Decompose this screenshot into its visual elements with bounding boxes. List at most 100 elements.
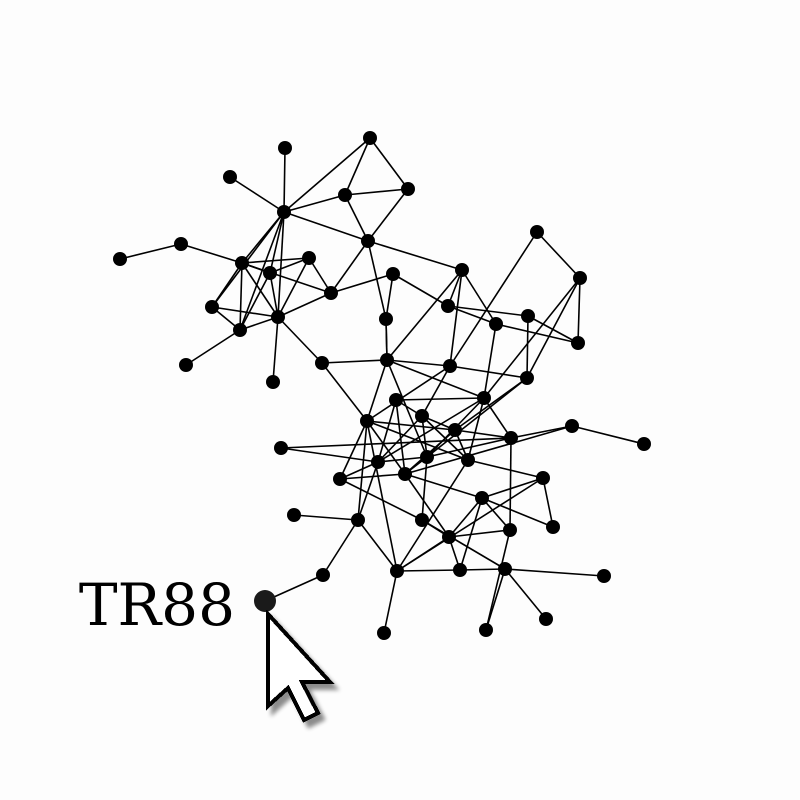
graph-edge bbox=[339, 420, 368, 480]
graph-node[interactable] bbox=[448, 423, 462, 437]
graph-node[interactable] bbox=[401, 182, 415, 196]
graph-node[interactable] bbox=[233, 323, 247, 337]
graph-edge bbox=[277, 316, 323, 364]
graph-edge bbox=[396, 536, 450, 572]
graph-edge bbox=[366, 365, 451, 422]
graph-node[interactable] bbox=[315, 356, 329, 370]
graph-node[interactable] bbox=[380, 353, 394, 367]
graph-node[interactable] bbox=[235, 256, 249, 270]
graph-edge bbox=[526, 315, 529, 379]
graph-node[interactable] bbox=[420, 450, 434, 464]
graph-edge bbox=[241, 262, 332, 294]
graph-node[interactable] bbox=[338, 188, 352, 202]
graph-node[interactable] bbox=[361, 234, 375, 248]
graph-node[interactable] bbox=[390, 564, 404, 578]
graph-node[interactable] bbox=[489, 317, 503, 331]
graph-node[interactable] bbox=[386, 267, 400, 281]
graph-edge bbox=[504, 568, 605, 577]
graph-node[interactable] bbox=[316, 568, 330, 582]
graph-edge bbox=[321, 362, 368, 422]
graph-nodes bbox=[113, 131, 651, 640]
graph-node[interactable] bbox=[277, 205, 291, 219]
graph-node[interactable] bbox=[479, 623, 493, 637]
graph-node[interactable] bbox=[455, 263, 469, 277]
graph-edge bbox=[277, 257, 310, 318]
graph-edge bbox=[344, 188, 409, 196]
graph-node[interactable] bbox=[504, 431, 518, 445]
graph-node[interactable] bbox=[360, 414, 374, 428]
graph-node[interactable] bbox=[363, 131, 377, 145]
graph-edge bbox=[483, 277, 581, 399]
graph-edge bbox=[344, 137, 371, 196]
graph-edge bbox=[180, 243, 243, 264]
graph-edge bbox=[283, 137, 371, 213]
graph-edge bbox=[269, 211, 285, 274]
graph-node[interactable] bbox=[389, 393, 403, 407]
graph-edge bbox=[377, 397, 485, 463]
graph-edge bbox=[241, 257, 310, 264]
graph-node[interactable] bbox=[278, 141, 292, 155]
highlighted-node[interactable] bbox=[254, 590, 276, 612]
graph-node[interactable] bbox=[539, 612, 553, 626]
graph-edge bbox=[277, 211, 285, 318]
graph-node[interactable] bbox=[565, 419, 579, 433]
graph-node[interactable] bbox=[571, 336, 585, 350]
graph-node[interactable] bbox=[266, 375, 280, 389]
graph-node[interactable] bbox=[461, 453, 475, 467]
graph-edge bbox=[481, 477, 544, 499]
graph-edge bbox=[211, 306, 279, 318]
graph-node[interactable] bbox=[302, 251, 316, 265]
graph-node[interactable] bbox=[174, 237, 188, 251]
graph-edge bbox=[404, 425, 573, 475]
graph-node[interactable] bbox=[546, 520, 560, 534]
graph-edge bbox=[330, 273, 394, 294]
graph-node[interactable] bbox=[443, 359, 457, 373]
graph-node[interactable] bbox=[498, 562, 512, 576]
graph-node[interactable] bbox=[536, 471, 550, 485]
graph-edge bbox=[426, 437, 512, 458]
graph-node[interactable] bbox=[333, 472, 347, 486]
graph-node[interactable] bbox=[274, 441, 288, 455]
graph-node[interactable] bbox=[223, 170, 237, 184]
graph-node[interactable] bbox=[441, 299, 455, 313]
graph-node[interactable] bbox=[371, 455, 385, 469]
graph-node[interactable] bbox=[503, 523, 517, 537]
graph-edge bbox=[421, 456, 428, 521]
graph-edge bbox=[483, 397, 512, 439]
graph-edge bbox=[509, 437, 512, 531]
graph-node[interactable] bbox=[377, 626, 391, 640]
graph-edge bbox=[119, 243, 182, 260]
graph-edge bbox=[536, 231, 581, 279]
graph-node[interactable] bbox=[287, 508, 301, 522]
graph-node[interactable] bbox=[324, 286, 338, 300]
graph-node[interactable] bbox=[398, 467, 412, 481]
graph-node[interactable] bbox=[351, 513, 365, 527]
graph-edge bbox=[385, 273, 394, 320]
graph-edge bbox=[357, 519, 398, 572]
graph-node[interactable] bbox=[205, 300, 219, 314]
graph-edge bbox=[396, 569, 461, 572]
graph-node[interactable] bbox=[637, 437, 651, 451]
graph-node[interactable] bbox=[530, 225, 544, 239]
graph-edge bbox=[366, 359, 388, 422]
graph-edge bbox=[577, 277, 581, 344]
graph-node[interactable] bbox=[477, 391, 491, 405]
graph-edge bbox=[239, 272, 271, 331]
graph-node[interactable] bbox=[415, 513, 429, 527]
graph-node[interactable] bbox=[521, 309, 535, 323]
graph-node[interactable] bbox=[415, 409, 429, 423]
graph-node[interactable] bbox=[271, 310, 285, 324]
graph-node[interactable] bbox=[597, 569, 611, 583]
graph-node[interactable] bbox=[379, 312, 393, 326]
graph-node[interactable] bbox=[475, 491, 489, 505]
graph-node[interactable] bbox=[113, 252, 127, 266]
graph-node[interactable] bbox=[453, 563, 467, 577]
graph-node[interactable] bbox=[442, 530, 456, 544]
graph-edge bbox=[369, 137, 409, 190]
graph-node[interactable] bbox=[520, 371, 534, 385]
graph-node[interactable] bbox=[573, 271, 587, 285]
graph-edge bbox=[467, 397, 485, 461]
graph-node[interactable] bbox=[179, 358, 193, 372]
graph-node[interactable] bbox=[263, 266, 277, 280]
